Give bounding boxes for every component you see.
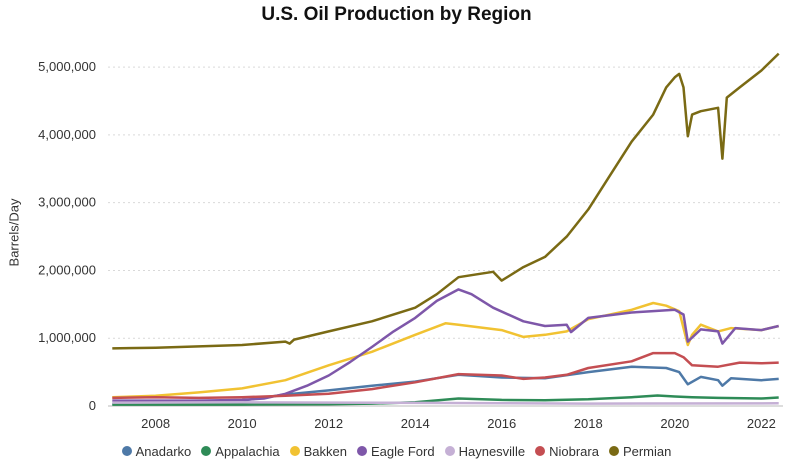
legend-marker bbox=[121, 446, 132, 456]
legend-item-eagle-ford: Eagle Ford bbox=[357, 444, 435, 459]
y-tick-label: 2,000,000 bbox=[38, 262, 96, 277]
y-tick-label: 0 bbox=[89, 398, 96, 413]
y-tick-label: 3,000,000 bbox=[38, 195, 96, 210]
y-tick-label: 5,000,000 bbox=[38, 59, 96, 74]
legend-marker bbox=[201, 446, 212, 456]
legend-item-anadarko: Anadarko bbox=[121, 443, 192, 459]
legend-item-niobrara: Niobrara bbox=[535, 444, 599, 459]
y-tick-label: 4,000,000 bbox=[38, 127, 96, 142]
legend-item-permian: Permian bbox=[608, 443, 672, 459]
line-chart: 0 1,000,000 2,000,000 3,000,000 4,000,000 5,0… bbox=[38, 52, 783, 431]
chart-title: U.S. Oil Production by Region bbox=[261, 4, 532, 25]
legend-label: Anadarko bbox=[135, 443, 192, 459]
series-line-appalachia bbox=[112, 394, 779, 406]
x-tick-label: 2008 bbox=[141, 416, 170, 431]
legend-marker bbox=[535, 446, 546, 456]
legend-label: Bakken bbox=[303, 443, 347, 459]
legend-item-appalachia: Appalachia bbox=[201, 443, 280, 459]
x-tick-label: 2018 bbox=[574, 416, 603, 431]
legend-marker bbox=[357, 446, 367, 456]
grid-lines bbox=[108, 66, 783, 407]
legend-item-bakken: Bakken bbox=[289, 443, 347, 459]
x-tick-label: 2020 bbox=[660, 416, 689, 431]
series-line-bakken bbox=[112, 301, 779, 399]
legend-label: Niobrara bbox=[549, 443, 599, 459]
legend-label: Haynesville bbox=[458, 443, 526, 459]
x-tick-label: 2010 bbox=[228, 416, 257, 431]
legend-item-haynesville: Haynesville bbox=[444, 443, 526, 459]
series-line-niobrara bbox=[112, 351, 779, 400]
legend: Anadarko Appalachia Bakken Eagle Ford Haynes… bbox=[0, 440, 793, 462]
x-axis-ticks: 2008 2010 2012 2014 2016 2018 2020 2022 bbox=[141, 416, 776, 431]
x-tick-label: 2012 bbox=[314, 416, 343, 431]
y-tick-label: 1,000,000 bbox=[38, 330, 96, 345]
legend-label: Appalachia bbox=[215, 443, 280, 459]
series-line-haynesville bbox=[112, 401, 779, 405]
legend-marker bbox=[444, 446, 455, 456]
y-axis-ticks: 0 1,000,000 2,000,000 3,000,000 4,000,000 5,0… bbox=[38, 59, 96, 413]
x-tick-label: 2016 bbox=[487, 416, 516, 431]
x-tick-label: 2014 bbox=[401, 416, 430, 431]
series-line-eagle-ford bbox=[112, 288, 779, 402]
series-lines bbox=[112, 52, 780, 406]
legend-marker bbox=[289, 446, 300, 456]
legend-label: Eagle Ford bbox=[371, 443, 435, 459]
x-tick-label: 2022 bbox=[747, 416, 776, 431]
legend-label: Permian bbox=[622, 443, 672, 459]
series-line-permian bbox=[112, 52, 780, 350]
legend-marker bbox=[608, 446, 619, 456]
